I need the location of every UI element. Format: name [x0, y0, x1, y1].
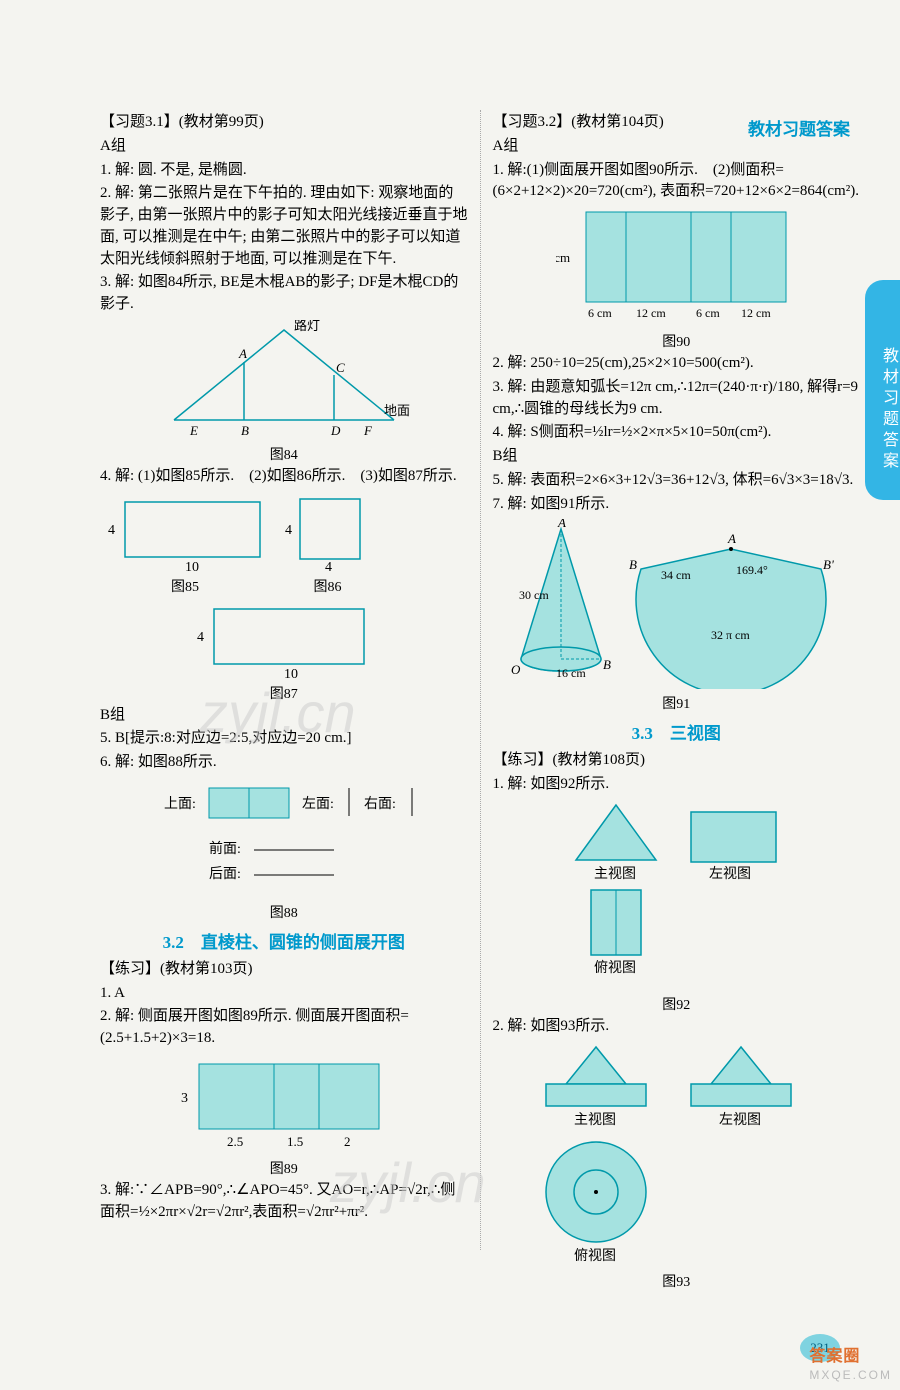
svg-text:左面:: 左面: — [302, 796, 334, 812]
r-q1: 1. 解:(1)侧面展开图如图90所示. (2)侧面积=(6×2+12×2)×2… — [493, 160, 861, 204]
svg-text:4: 4 — [197, 630, 204, 645]
svg-text:4: 4 — [285, 523, 292, 538]
svg-text:左视图: 左视图 — [709, 866, 751, 882]
fig84-label: 图84 — [100, 444, 468, 464]
svg-text:B: B — [629, 557, 637, 572]
svg-text:D: D — [330, 423, 341, 438]
fig84-svg: 路灯 A C E B D F 地面 — [154, 320, 414, 440]
group-b-left: B组 — [100, 705, 468, 727]
r-group-a: A组 — [493, 136, 861, 158]
fig91-svg: A O B 30 cm 16 cm A B B' 34 cm 169.4° 32… — [501, 519, 851, 689]
svg-text:A: A — [238, 346, 247, 361]
svg-text:34 cm: 34 cm — [661, 568, 691, 582]
q2: 2. 解: 第二张照片是在下午拍的. 理由如下: 观察地面的影子, 由第一张照片… — [100, 183, 468, 270]
svg-text:6 cm: 6 cm — [588, 306, 612, 320]
svg-text:B: B — [603, 657, 611, 672]
svg-text:169.4°: 169.4° — [736, 563, 768, 577]
r-lx-title: 【练习】(教材第108页) — [493, 750, 861, 772]
svg-text:A: A — [557, 519, 566, 530]
lx-q2: 2. 解: 侧面展开图如图89所示. 侧面展开图面积=(2.5+1.5+2)×3… — [100, 1006, 468, 1050]
fig86-label: 图86 — [280, 576, 375, 596]
fig90-label: 图90 — [493, 331, 861, 351]
q4: 4. 解: (1)如图85所示. (2)如图86所示. (3)如图87所示. — [100, 466, 468, 488]
r-q4: 4. 解: S侧面积=½lr=½×2×π×5×10=50π(cm²). — [493, 422, 861, 444]
r-lx-q2: 2. 解: 如图93所示. — [493, 1016, 861, 1038]
svg-text:B': B' — [823, 557, 834, 572]
svg-text:16 cm: 16 cm — [556, 666, 586, 680]
svg-text:12 cm: 12 cm — [636, 306, 666, 320]
bottom-watermark: 答案圈 MXQE.COM — [809, 1342, 892, 1384]
left-column: 【习题3.1】(教材第99页) A组 1. 解: 圆. 不是, 是椭圆. 2. … — [100, 110, 468, 1250]
side-tab: 教材习题答案 — [865, 280, 900, 500]
fig92-label: 图92 — [493, 994, 861, 1014]
svg-text:左视图: 左视图 — [719, 1112, 761, 1128]
fig88-svg: 上面: 左面: 右面: 前面: 后面: — [134, 778, 434, 898]
fig86-svg: 4 4 — [280, 494, 375, 572]
svg-text:3: 3 — [181, 1091, 188, 1106]
svg-text:俯视图: 俯视图 — [594, 960, 636, 976]
svg-text:主视图: 主视图 — [594, 866, 636, 882]
svg-text:地面: 地面 — [384, 403, 410, 418]
fig85-label: 图85 — [100, 576, 270, 596]
q6: 6. 解: 如图88所示. — [100, 752, 468, 774]
svg-text:1.5: 1.5 — [287, 1134, 303, 1149]
svg-text:32 π cm: 32 π cm — [711, 628, 750, 642]
svg-text:主视图: 主视图 — [574, 1112, 616, 1128]
svg-text:O: O — [511, 662, 521, 677]
lx-q1: 1. A — [100, 983, 468, 1005]
svg-text:2: 2 — [344, 1134, 351, 1149]
lx-q3: 3. 解:∵∠APB=90°,∴∠APO=45°. 又AO=r,∴AP=√2r,… — [100, 1180, 468, 1224]
svg-text:E: E — [189, 423, 198, 438]
svg-text:20 cm: 20 cm — [556, 250, 570, 265]
svg-text:4: 4 — [325, 560, 332, 572]
fig85-svg: 4 10 — [100, 494, 270, 572]
svg-text:6 cm: 6 cm — [696, 306, 720, 320]
right-column: 【习题3.2】(教材第104页) A组 1. 解:(1)侧面展开图如图90所示.… — [493, 110, 861, 1250]
fig87-label: 图87 — [100, 683, 468, 703]
r-q2: 2. 解: 250÷10=25(cm),25×2×10=500(cm²). — [493, 353, 861, 375]
svg-text:俯视图: 俯视图 — [574, 1248, 616, 1264]
svg-text:路灯: 路灯 — [294, 320, 320, 333]
group-a: A组 — [100, 136, 468, 158]
lx-title: 【练习】(教材第103页) — [100, 959, 468, 981]
r-lx-q1: 1. 解: 如图92所示. — [493, 774, 861, 796]
svg-text:F: F — [363, 423, 373, 438]
svg-text:B: B — [241, 423, 249, 438]
fig89-label: 图89 — [100, 1158, 468, 1178]
r-q7: 7. 解: 如图91所示. — [493, 494, 861, 516]
svg-text:12 cm: 12 cm — [741, 306, 771, 320]
svg-text:上面:: 上面: — [164, 796, 196, 812]
svg-text:30 cm: 30 cm — [519, 588, 549, 602]
sec33-title: 3.3 三视图 — [493, 719, 861, 744]
fig93-label: 图93 — [493, 1271, 861, 1291]
fig92-svg: 主视图 左视图 俯视图 — [546, 800, 806, 990]
fig93-svg: 主视图 左视图 俯视图 — [526, 1042, 826, 1267]
q5: 5. B[提示:8:对应边=2:5,对应边=20 cm.] — [100, 728, 468, 750]
svg-text:右面:: 右面: — [364, 796, 396, 812]
svg-text:2.5: 2.5 — [227, 1134, 243, 1149]
svg-text:C: C — [336, 360, 345, 375]
fig87-svg: 4 10 — [189, 601, 379, 679]
svg-text:A: A — [727, 531, 736, 546]
ex31-title: 【习题3.1】(教材第99页) — [100, 112, 468, 134]
ex32-title: 【习题3.2】(教材第104页) — [493, 112, 861, 134]
svg-text:10: 10 — [284, 667, 298, 679]
sec32-title: 3.2 直棱柱、圆锥的侧面展开图 — [100, 928, 468, 953]
fig90-svg: 20 cm 6 cm 12 cm 6 cm 12 cm — [556, 207, 796, 327]
r-group-b: B组 — [493, 446, 861, 468]
r-q5: 5. 解: 表面积=2×6×3+12√3=36+12√3, 体积=6√3×3=1… — [493, 470, 861, 492]
r-q3: 3. 解: 由题意知弧长=12π cm,∴12π=(240·π·r)/180, … — [493, 377, 861, 421]
fig88-label: 图88 — [100, 902, 468, 922]
svg-text:10: 10 — [185, 560, 199, 572]
svg-text:4: 4 — [108, 523, 115, 538]
q1: 1. 解: 圆. 不是, 是椭圆. — [100, 160, 468, 182]
fig89-svg: 3 2.5 1.5 2 — [169, 1054, 399, 1154]
fig91-label: 图91 — [493, 693, 861, 713]
q3: 3. 解: 如图84所示, BE是木棍AB的影子; DF是木棍CD的影子. — [100, 272, 468, 316]
svg-text:后面:: 后面: — [209, 866, 241, 882]
svg-text:前面:: 前面: — [209, 840, 241, 857]
